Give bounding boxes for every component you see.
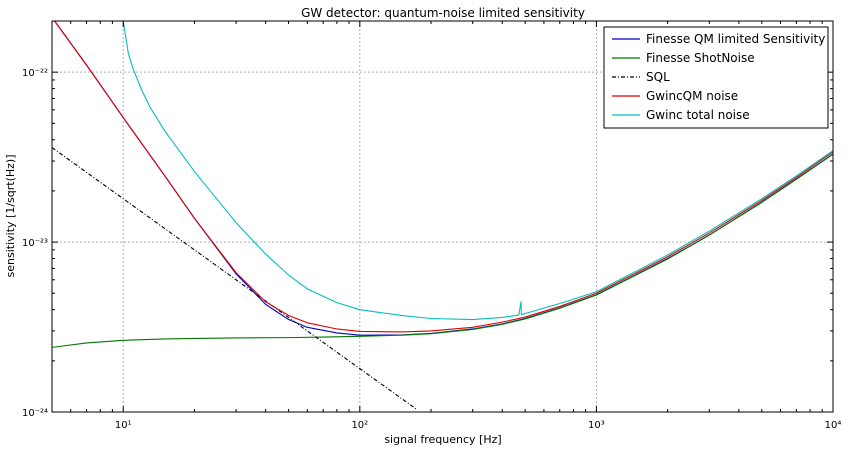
series-line-finesse-shotnoise xyxy=(52,153,833,348)
y-tick-label: 10⁻²² xyxy=(22,68,48,79)
y-tick-label: 10⁻²⁴ xyxy=(22,408,48,419)
axes-frame xyxy=(51,20,834,413)
legend-label: GwincQM noise xyxy=(646,89,738,103)
x-axis-label: signal frequency [Hz] xyxy=(384,433,501,446)
grid xyxy=(52,21,833,412)
x-tick-label: 10¹ xyxy=(115,420,132,431)
series-line-sql xyxy=(52,147,418,411)
series-line-gwinc-total-noise xyxy=(122,21,833,321)
y-axis-label: sensitivity [1/sqrt(Hz)] xyxy=(4,155,17,278)
plot-area xyxy=(52,21,833,411)
x-tick-label: 10³ xyxy=(588,420,605,431)
x-tick-label: 10² xyxy=(351,420,368,431)
legend: Finesse QM limited Sensitivity Finesse Sh… xyxy=(603,26,829,129)
x-tick-label: 10⁴ xyxy=(825,420,842,431)
chart-title: GW detector: quantum-noise limited sensi… xyxy=(301,6,585,20)
legend-label: Gwinc total noise xyxy=(646,108,750,122)
legend-label: Finesse ShotNoise xyxy=(646,51,755,65)
legend-label: SQL xyxy=(646,70,670,84)
legend-box xyxy=(603,26,829,129)
y-tick-label: 10⁻²³ xyxy=(22,238,48,249)
series-line-gwincqm-noise xyxy=(53,21,833,333)
legend-label: Finesse QM limited Sensitivity xyxy=(646,32,825,46)
ticks: 10¹ 10² 10³ 10⁴ 10⁻²⁴ 10⁻²³ 10⁻²² xyxy=(22,20,842,431)
